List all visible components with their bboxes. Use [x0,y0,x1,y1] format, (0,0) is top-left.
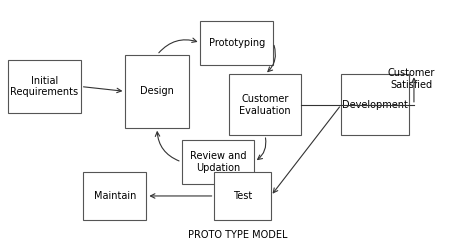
FancyBboxPatch shape [341,74,409,135]
Text: PROTO TYPE MODEL: PROTO TYPE MODEL [188,230,288,240]
FancyBboxPatch shape [182,140,255,184]
Text: Prototyping: Prototyping [209,38,265,48]
Text: Maintain: Maintain [93,191,136,201]
Text: Customer
Evaluation: Customer Evaluation [239,94,291,116]
FancyBboxPatch shape [215,172,271,220]
FancyBboxPatch shape [201,21,273,65]
FancyBboxPatch shape [8,60,81,113]
Text: Initial
Requirements: Initial Requirements [10,76,78,97]
Text: Review and
Updation: Review and Updation [190,151,246,173]
FancyBboxPatch shape [125,55,189,128]
Text: Design: Design [140,86,174,96]
Text: Test: Test [233,191,252,201]
Text: Development: Development [342,100,408,110]
FancyBboxPatch shape [228,74,301,135]
FancyBboxPatch shape [83,172,146,220]
Text: Customer
Satisfied: Customer Satisfied [388,68,435,90]
